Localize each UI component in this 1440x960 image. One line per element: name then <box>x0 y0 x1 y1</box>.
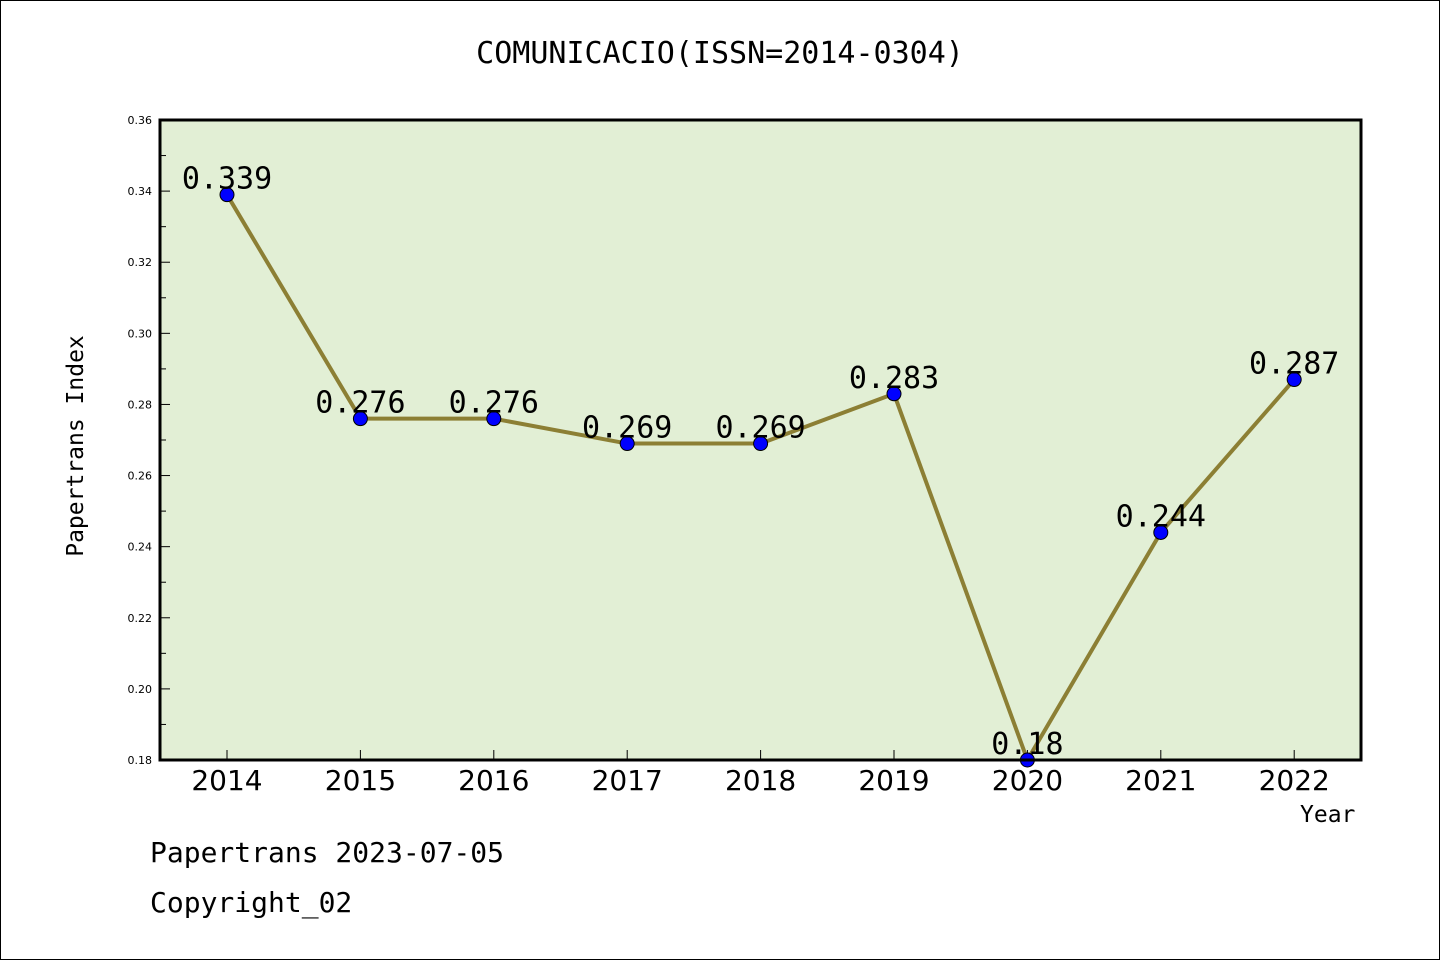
chart-title: COMUNICACIO(ISSN=2014-0304) <box>476 36 964 71</box>
x-tick-label: 2017 <box>592 764 663 797</box>
y-tick-label: 0.28 <box>128 398 153 411</box>
data-point <box>219 187 235 203</box>
data-label: 0.18 <box>991 727 1063 762</box>
data-label: 0.269 <box>715 411 805 446</box>
footer-date: Papertrans 2023-07-05 <box>150 836 505 869</box>
data-point <box>1286 372 1302 388</box>
footer-copyright: Copyright_02 <box>150 886 353 919</box>
plot-border <box>158 118 1363 762</box>
data-label: 0.276 <box>449 386 539 421</box>
data-point <box>1153 524 1169 540</box>
data-point <box>352 411 368 427</box>
y-tick-label: 0.30 <box>128 327 153 340</box>
x-tick-label: 2022 <box>1259 764 1330 797</box>
x-tick-label: 2015 <box>325 764 396 797</box>
x-tick-label: 2018 <box>725 764 796 797</box>
series-markers <box>219 187 1302 768</box>
data-label: 0.269 <box>582 411 672 446</box>
x-tick-label: 2016 <box>458 764 529 797</box>
data-point <box>753 436 769 452</box>
x-tick-label: 2014 <box>191 764 262 797</box>
y-tick-label: 0.18 <box>128 754 153 767</box>
data-label: 0.244 <box>1116 499 1206 534</box>
data-label: 0.287 <box>1249 347 1339 382</box>
data-point <box>619 436 635 452</box>
data-point <box>886 386 902 402</box>
y-tick-label: 0.36 <box>128 114 153 127</box>
y-tick-label: 0.24 <box>128 541 153 554</box>
x-axis: 2014 2015 2016 2017 2018 2019 2020 2021 2022 <box>191 750 1330 797</box>
y-tick-label: 0.20 <box>128 683 153 696</box>
x-tick-label: 2021 <box>1125 764 1196 797</box>
data-label: 0.339 <box>182 162 272 197</box>
data-label: 0.276 <box>315 386 405 421</box>
y-tick-label: 0.32 <box>128 256 153 269</box>
y-tick-label: 0.26 <box>128 470 153 483</box>
data-label: 0.283 <box>849 361 939 396</box>
data-labels: 0.339 0.276 0.276 0.269 0.269 0.283 0.18 0.244 0… <box>182 162 1340 762</box>
y-tick-label: 0.34 <box>128 185 153 198</box>
y-axis: 0.18 0.20 0.22 0.24 0.26 0.28 0.30 0.32 0.34 0.36 <box>128 114 170 767</box>
data-point <box>486 411 502 427</box>
x-tick-label: 2019 <box>858 764 929 797</box>
y-tick-label: 0.22 <box>128 612 153 625</box>
x-tick-label: 2020 <box>992 764 1063 797</box>
x-axis-label: Year <box>1300 802 1356 828</box>
